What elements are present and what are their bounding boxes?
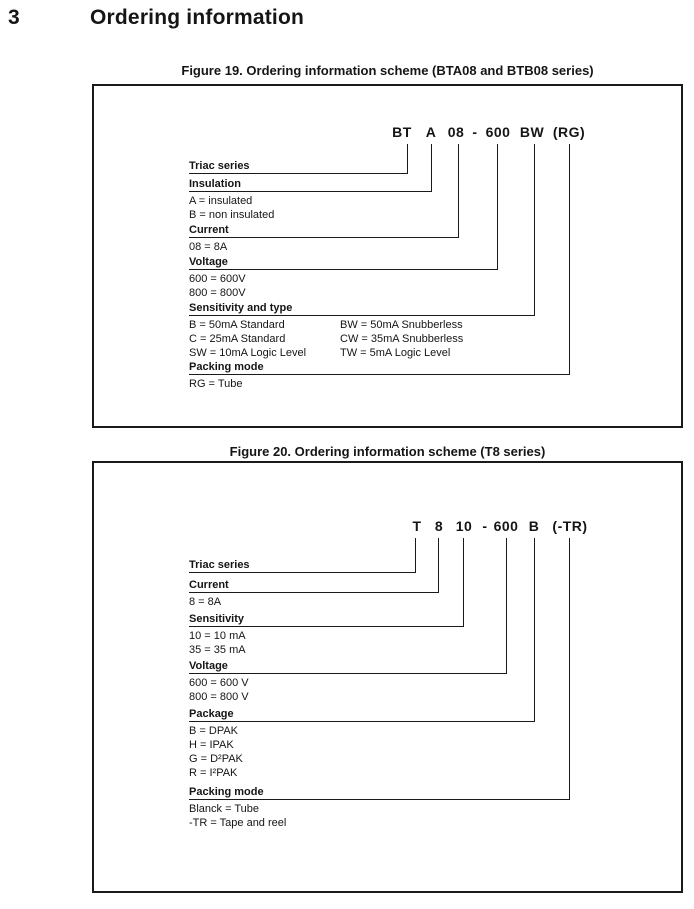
field-value: 800 = 800V (189, 287, 246, 299)
field-value: B = 50mA Standard (189, 319, 285, 331)
field-voltage: Voltage 600 = 600 V 800 = 800 V (189, 660, 506, 704)
field-value: 600 = 600 V (189, 677, 249, 689)
field-value: -TR = Tape and reel (189, 817, 287, 829)
field-value: CW = 35mA Snubberless (340, 333, 464, 345)
field-label: Packing mode (189, 361, 570, 375)
connector-line (407, 144, 408, 174)
field-values: 08 = 8A (189, 240, 458, 254)
field-value: 600 = 600V (189, 273, 246, 285)
connector-line (431, 144, 432, 192)
field-values: A = insulated B = non insulated (189, 194, 431, 222)
field-value: R = I²PAK (189, 767, 238, 779)
figure20-box (92, 461, 683, 893)
field-label: Voltage (189, 660, 506, 674)
field-current: Current 8 = 8A (189, 579, 438, 609)
part-segment-sensitivity: BW (519, 124, 545, 140)
field-values: B = 50mA Standard BW = 50mA Snubberless … (189, 318, 534, 360)
field-packing-mode: Packing mode Blanck = Tube -TR = Tape an… (189, 786, 569, 830)
field-value: G = D²PAK (189, 753, 243, 765)
field-voltage: Voltage 600 = 600V 800 = 800V (189, 256, 497, 300)
connector-line (463, 538, 464, 627)
field-package: Package B = DPAK H = IPAK G = D²PAK R = … (189, 708, 534, 780)
field-value: 8 = 8A (189, 596, 222, 608)
field-value-row: SW = 10mA Logic Level TW = 5mA Logic Lev… (189, 346, 534, 360)
field-value: B = non insulated (189, 209, 275, 221)
field-value: 35 = 35 mA (189, 644, 246, 656)
field-value: 10 = 10 mA (189, 630, 246, 642)
field-value: 08 = 8A (189, 241, 228, 253)
part-segment-sensitivity: 10 (455, 518, 473, 534)
part-segment-package: B (528, 518, 540, 534)
field-label: Triac series (189, 559, 415, 573)
figure20-caption: Figure 20. Ordering information scheme (… (229, 444, 546, 459)
field-label: Packing mode (189, 786, 569, 800)
field-values: RG = Tube (189, 377, 570, 391)
field-value: H = IPAK (189, 739, 234, 751)
field-label: Insulation (189, 178, 431, 192)
field-value: BW = 50mA Snubberless (340, 319, 463, 331)
field-triac-series: Triac series (189, 559, 415, 573)
part-segment-current: 8 (434, 518, 444, 534)
connector-line (569, 538, 570, 800)
figure19-caption: Figure 19. Ordering information scheme (… (181, 63, 594, 78)
part-segment-dash: - (472, 124, 478, 140)
field-label: Voltage (189, 256, 497, 270)
field-value: 800 = 800 V (189, 691, 249, 703)
field-label: Sensitivity (189, 613, 463, 627)
field-value: C = 25mA Standard (189, 333, 286, 345)
field-insulation: Insulation A = insulated B = non insulat… (189, 178, 431, 222)
field-label: Triac series (189, 160, 407, 174)
part-segment-voltage: 600 (485, 124, 511, 140)
part-segment-packing: (-TR) (552, 518, 588, 534)
field-value: RG = Tube (189, 378, 243, 390)
field-value-row: C = 25mA Standard CW = 35mA Snubberless (189, 332, 534, 346)
connector-line (534, 538, 535, 722)
section-number: 3 (8, 6, 20, 29)
field-sensitivity-and-type: Sensitivity and type B = 50mA Standard B… (189, 302, 534, 360)
field-values: Blanck = Tube -TR = Tape and reel (189, 802, 569, 830)
field-label: Sensitivity and type (189, 302, 534, 316)
field-label: Current (189, 579, 438, 593)
connector-line (497, 144, 498, 270)
field-value: SW = 10mA Logic Level (189, 347, 307, 359)
connector-line (415, 538, 416, 573)
connector-line (569, 144, 570, 375)
field-value: Blanck = Tube (189, 803, 260, 815)
field-values: B = DPAK H = IPAK G = D²PAK R = I²PAK (189, 724, 534, 780)
connector-line (534, 144, 535, 316)
field-values: 10 = 10 mA 35 = 35 mA (189, 629, 463, 657)
field-packing-mode: Packing mode RG = Tube (189, 361, 570, 391)
connector-line (438, 538, 439, 593)
field-label: Package (189, 708, 534, 722)
part-segment-packing: (RG) (552, 124, 586, 140)
part-segment-series: BT (392, 124, 412, 140)
field-values: 600 = 600V 800 = 800V (189, 272, 497, 300)
field-values: 600 = 600 V 800 = 800 V (189, 676, 506, 704)
field-triac-series: Triac series (189, 160, 407, 174)
part-segment-voltage: 600 (493, 518, 519, 534)
section-title: Ordering information (90, 6, 304, 29)
field-label: Current (189, 224, 458, 238)
part-segment-insulation: A (425, 124, 437, 140)
field-value-row: B = 50mA Standard BW = 50mA Snubberless (189, 318, 534, 332)
figure19-box (92, 84, 683, 428)
field-value: TW = 5mA Logic Level (340, 347, 451, 359)
field-value: A = insulated (189, 195, 253, 207)
field-sensitivity: Sensitivity 10 = 10 mA 35 = 35 mA (189, 613, 463, 657)
field-values: 8 = 8A (189, 595, 438, 609)
field-value: B = DPAK (189, 725, 239, 737)
connector-line (506, 538, 507, 674)
part-segment-dash: - (482, 518, 488, 534)
connector-line (458, 144, 459, 238)
part-segment-series: T (412, 518, 422, 534)
part-segment-current: 08 (447, 124, 465, 140)
field-current: Current 08 = 8A (189, 224, 458, 254)
